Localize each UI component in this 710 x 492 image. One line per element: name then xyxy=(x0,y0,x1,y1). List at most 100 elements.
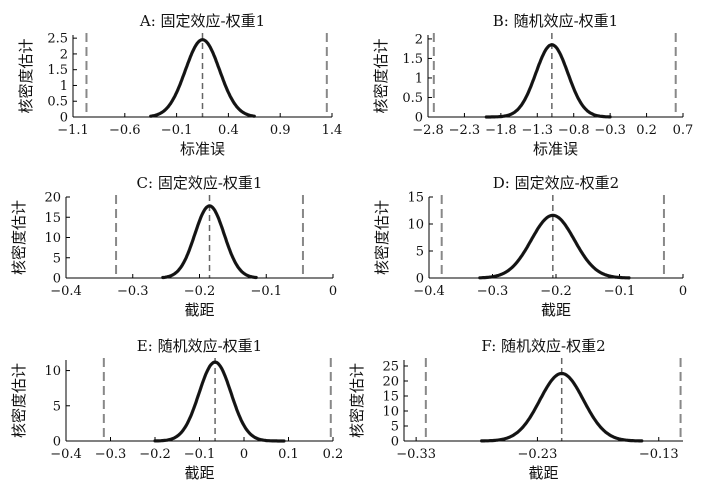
panel-a-ytick-label-1: 0.5 xyxy=(47,95,68,110)
panel-a-xlabel: 标准误 xyxy=(180,140,225,158)
panel-e-density-curve-2 xyxy=(154,361,285,443)
panel-b-xtick-label-5: −0.3 xyxy=(594,123,626,138)
panel-d-density-curve-2 xyxy=(479,214,630,280)
panel-b-xtick-label-4: −0.8 xyxy=(558,123,590,138)
panel-d-xtick-label-1: −0.3 xyxy=(477,284,509,299)
panel-b-ytick-label-3: 1.5 xyxy=(402,52,423,67)
panel-c: C: 固定效应-权重1 0 5 10 15 20 −0.4 −0.3 −0.2 −0.1 0 截距 核密… xyxy=(10,174,337,319)
panel-e-xtick-label-1: −0.3 xyxy=(95,447,127,462)
panel-e-xlabel: 截距 xyxy=(184,464,214,482)
panel-a-ylabel: 核密度估计 xyxy=(17,38,35,113)
panel-d-density-curve xyxy=(478,213,631,280)
panel-f-xtick-label-2: −0.13 xyxy=(639,447,679,462)
panel-f-xlabel: 截距 xyxy=(528,464,558,482)
panel-b: B: 随机效应-权重1 0 0.5 1 1.5 2 −2.8 −2.3 −1.8 −1.3 −0.8… xyxy=(372,12,693,158)
panel-d-xtick-label-0: −0.4 xyxy=(413,284,445,299)
panel-a-ytick-label-0: 0 xyxy=(60,111,68,126)
panel-d: D: 固定效应-权重2 0 5 10 15 −0.4 −0.3 −0.2 −0.1 0 截距 核密度估… xyxy=(373,174,687,319)
panel-c-xtick-label-4: 0 xyxy=(329,284,337,299)
panel-f-density-curve-2 xyxy=(481,372,643,443)
panel-f-title: F: 随机效应-权重2 xyxy=(481,337,605,355)
panel-b-title: B: 随机效应-权重1 xyxy=(493,12,618,30)
panel-d-xtick-label-3: −0.1 xyxy=(604,284,636,299)
panel-d-xtick-label-2: −0.2 xyxy=(540,284,572,299)
panel-d-ytick-label-3: 15 xyxy=(407,191,424,206)
panel-e-ytick-label-1: 5 xyxy=(53,399,61,414)
panel-f-xtick-label-1: −0.23 xyxy=(518,447,558,462)
panel-e-xtick-label-0: −0.4 xyxy=(50,447,82,462)
panel-d-ytick-label-2: 10 xyxy=(407,218,424,233)
panel-c-ylabel: 核密度估计 xyxy=(10,200,28,275)
panel-f-ytick-label-1: 5 xyxy=(391,420,399,435)
panel-a-ytick-label-5: 2.5 xyxy=(47,32,68,47)
panel-c-title: C: 固定效应-权重1 xyxy=(137,174,263,192)
panel-c-ytick-label-3: 15 xyxy=(44,211,61,226)
panel-e-xtick-label-3: −0.1 xyxy=(184,447,216,462)
panel-c-xtick-label-2: −0.2 xyxy=(184,284,216,299)
panel-d-ylabel: 核密度估计 xyxy=(373,200,391,275)
panel-a-xtick-label-3: 0.4 xyxy=(218,123,239,138)
panel-b-xlabel: 标准误 xyxy=(533,140,578,158)
panel-a-ytick-label-2: 1 xyxy=(60,79,68,94)
panel-b-density-curve xyxy=(484,43,612,119)
panel-b-xtick-label-3: −1.3 xyxy=(521,123,553,138)
panel-a-ytick-label-4: 2 xyxy=(60,47,68,62)
panel-a-xtick-label-2: −0.1 xyxy=(161,123,193,138)
panel-d-xtick-label-4: 0 xyxy=(679,284,687,299)
panel-c-ytick-label-0: 0 xyxy=(53,272,61,287)
panel-b-ytick-label-2: 1 xyxy=(415,71,423,86)
panel-c-xtick-label-0: −0.4 xyxy=(50,284,82,299)
panel-b-ylabel: 核密度估计 xyxy=(372,38,390,113)
panel-b-density-curve-2 xyxy=(485,43,611,119)
panel-e-xtick-label-4: 0 xyxy=(240,447,248,462)
panel-a-xtick-label-1: −0.6 xyxy=(109,123,141,138)
panel-e-ylabel: 核密度估计 xyxy=(10,363,28,438)
panel-c-ytick-label-1: 5 xyxy=(53,251,61,266)
panel-f-ytick-label-2: 10 xyxy=(382,405,399,420)
panel-c-ytick-label-4: 20 xyxy=(44,191,61,206)
panel-f-ytick-label-5: 25 xyxy=(382,360,399,375)
panel-a-ytick-label-3: 1.5 xyxy=(47,63,68,78)
panel-a: A: 固定效应-权重1 00.511.522.5 −1.1 −0.6 −0.1 0.4 0.… xyxy=(17,12,342,158)
panel-f-ytick-label-0: 0 xyxy=(391,435,399,450)
panel-e-xtick-label-5: 0.1 xyxy=(278,447,299,462)
panel-a-xtick-label-5: 1.4 xyxy=(322,123,343,138)
panel-b-ytick-label-4: 2 xyxy=(415,32,423,47)
panel-f-ytick-label-4: 20 xyxy=(382,375,399,390)
panel-b-xtick-label-0: −2.8 xyxy=(412,123,444,138)
panel-e: E: 随机效应-权重1 0 5 10 −0.4 −0.3 −0.2 −0.1 0 0.1 0.2 截距… xyxy=(10,337,343,482)
panel-f-ylabel: 核密度估计 xyxy=(348,363,366,438)
panel-c-xtick-label-3: −0.1 xyxy=(250,284,282,299)
panel-e-xtick-label-6: 0.2 xyxy=(323,447,344,462)
panel-d-density-curve-1 xyxy=(478,214,630,280)
panel-f-ytick-label-3: 15 xyxy=(382,390,399,405)
panel-d-title: D: 固定效应-权重2 xyxy=(493,174,619,192)
panel-b-xtick-label-1: −2.3 xyxy=(449,123,481,138)
panel-d-xlabel: 截距 xyxy=(541,301,571,319)
panel-b-ytick-label-1: 0.5 xyxy=(402,91,423,106)
panel-a-title: A: 固定效应-权重1 xyxy=(139,12,265,30)
panel-e-ytick-label-2: 10 xyxy=(44,364,61,379)
panel-a-xtick-label-0: −1.1 xyxy=(57,123,89,138)
panel-b-xtick-label-2: −1.8 xyxy=(485,123,517,138)
panel-b-xtick-label-7: 0.7 xyxy=(673,123,694,138)
panel-b-ytick-label-0: 0 xyxy=(415,111,423,126)
panel-b-density-curve-1 xyxy=(485,43,611,119)
panel-c-xlabel: 截距 xyxy=(184,301,214,319)
panel-c-ytick-label-2: 10 xyxy=(44,231,61,246)
panel-d-ytick-label-1: 5 xyxy=(416,245,424,260)
panel-a-density-curve-2 xyxy=(150,38,255,118)
panel-d-ytick-label-0: 0 xyxy=(416,272,424,287)
panel-a-xtick-label-4: 0.9 xyxy=(270,123,291,138)
panel-f-xtick-label-0: −0.33 xyxy=(396,447,436,462)
panel-c-xtick-label-1: −0.3 xyxy=(117,284,149,299)
panel-e-xtick-label-2: −0.2 xyxy=(139,447,171,462)
panel-c-density-curve-2 xyxy=(162,204,257,279)
panel-b-xtick-label-6: 0.2 xyxy=(636,123,657,138)
panel-e-density-curve-1 xyxy=(154,361,285,443)
panel-e-ytick-label-0: 0 xyxy=(53,435,61,450)
panel-e-density-curve xyxy=(153,360,286,443)
panel-e-title: E: 随机效应-权重1 xyxy=(137,337,262,355)
